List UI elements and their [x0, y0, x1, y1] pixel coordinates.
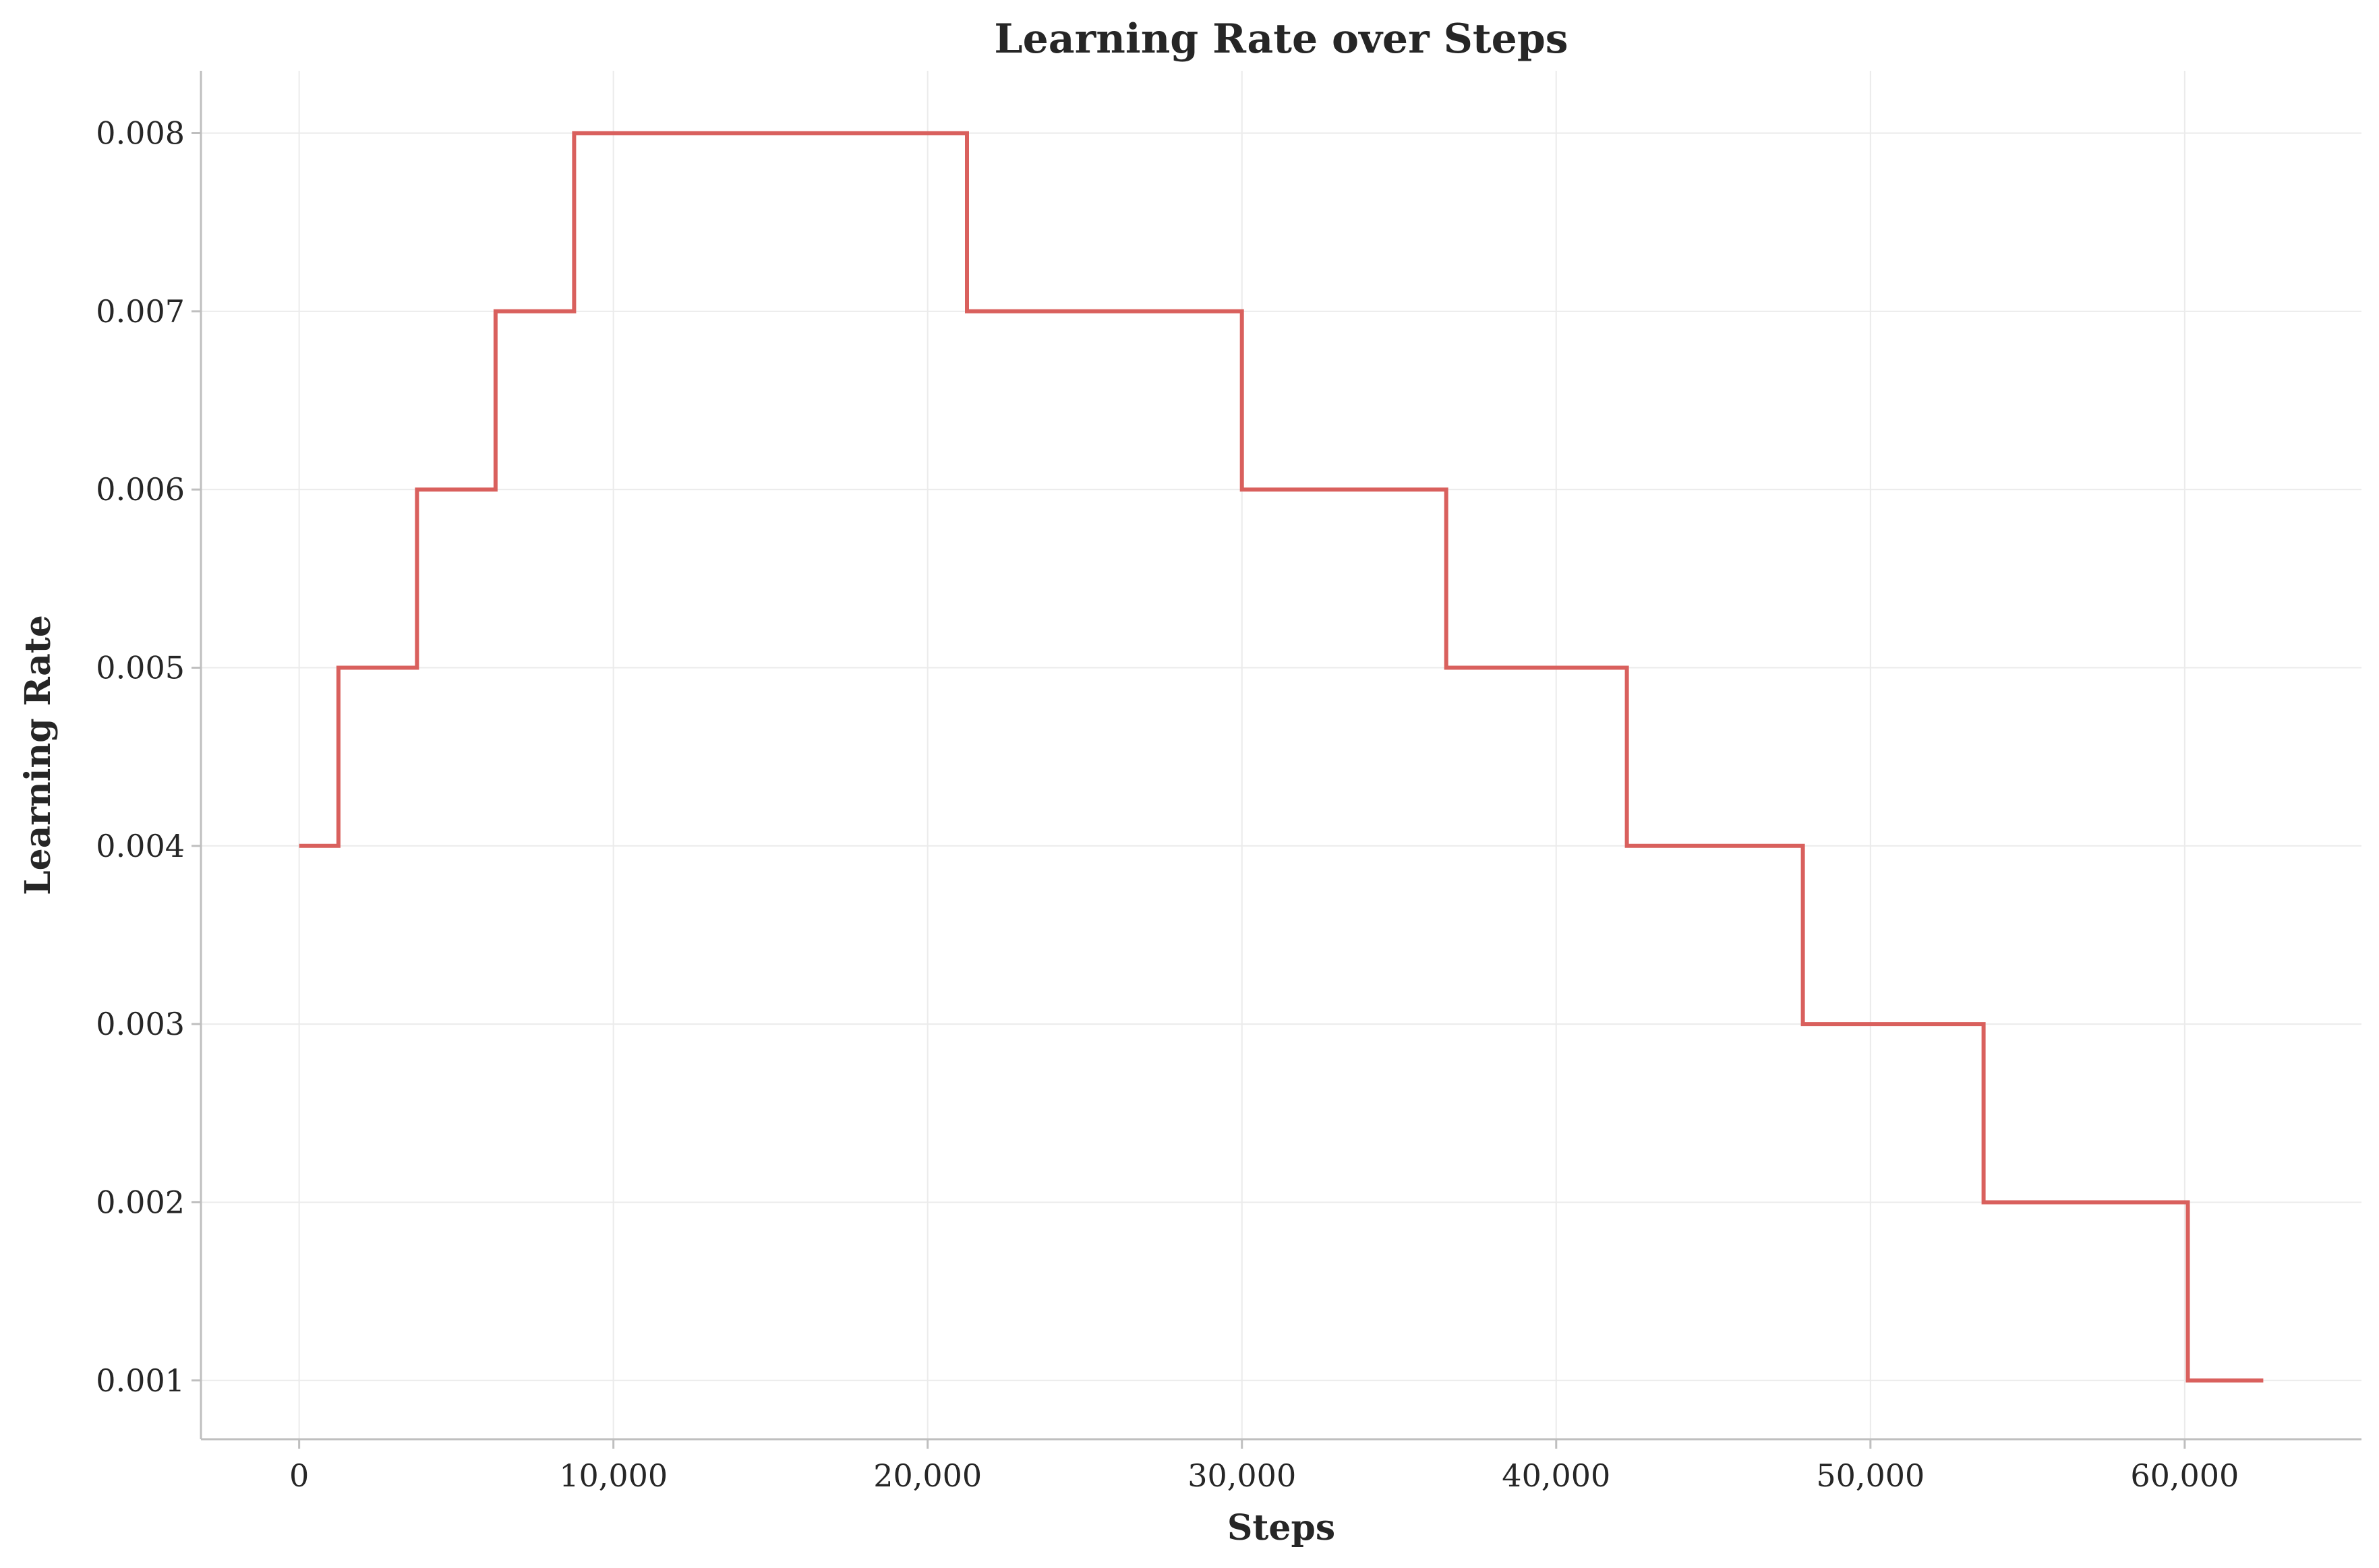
- y-tick-label: 0.008: [96, 115, 185, 152]
- chart-title: Learning Rate over Steps: [994, 16, 1568, 63]
- x-tick-label: 30,000: [1187, 1457, 1296, 1494]
- x-tick-label: 40,000: [1502, 1457, 1610, 1494]
- y-axis-ticks: 0.001 0.002 0.003 0.004 0.005 0.006 0.007 0.008: [96, 115, 201, 1399]
- x-tick-label: 60,000: [2130, 1457, 2239, 1494]
- y-tick-label: 0.003: [96, 1006, 185, 1042]
- x-tick-label: 0: [289, 1457, 309, 1494]
- x-tick-label: 50,000: [1816, 1457, 1925, 1494]
- grid-layer: [201, 71, 2361, 1439]
- x-tick-label: 20,000: [873, 1457, 982, 1494]
- x-tick-label: 10,000: [559, 1457, 668, 1494]
- y-tick-label: 0.005: [96, 649, 185, 686]
- y-tick-label: 0.006: [96, 471, 185, 508]
- y-tick-label: 0.001: [96, 1362, 185, 1399]
- learning-rate-series-line: [299, 131, 2264, 1383]
- series-layer: [299, 131, 2264, 1383]
- y-tick-label: 0.007: [96, 293, 185, 330]
- x-axis-label: Steps: [1227, 1507, 1335, 1548]
- x-axis-ticks: 0 10,000 20,000 30,000 40,000 50,000 60,000: [289, 1439, 2239, 1494]
- y-tick-label: 0.002: [96, 1184, 185, 1220]
- y-axis-label: Learning Rate: [18, 615, 59, 895]
- y-tick-label: 0.004: [96, 828, 185, 864]
- axes-spines: [200, 71, 2361, 1441]
